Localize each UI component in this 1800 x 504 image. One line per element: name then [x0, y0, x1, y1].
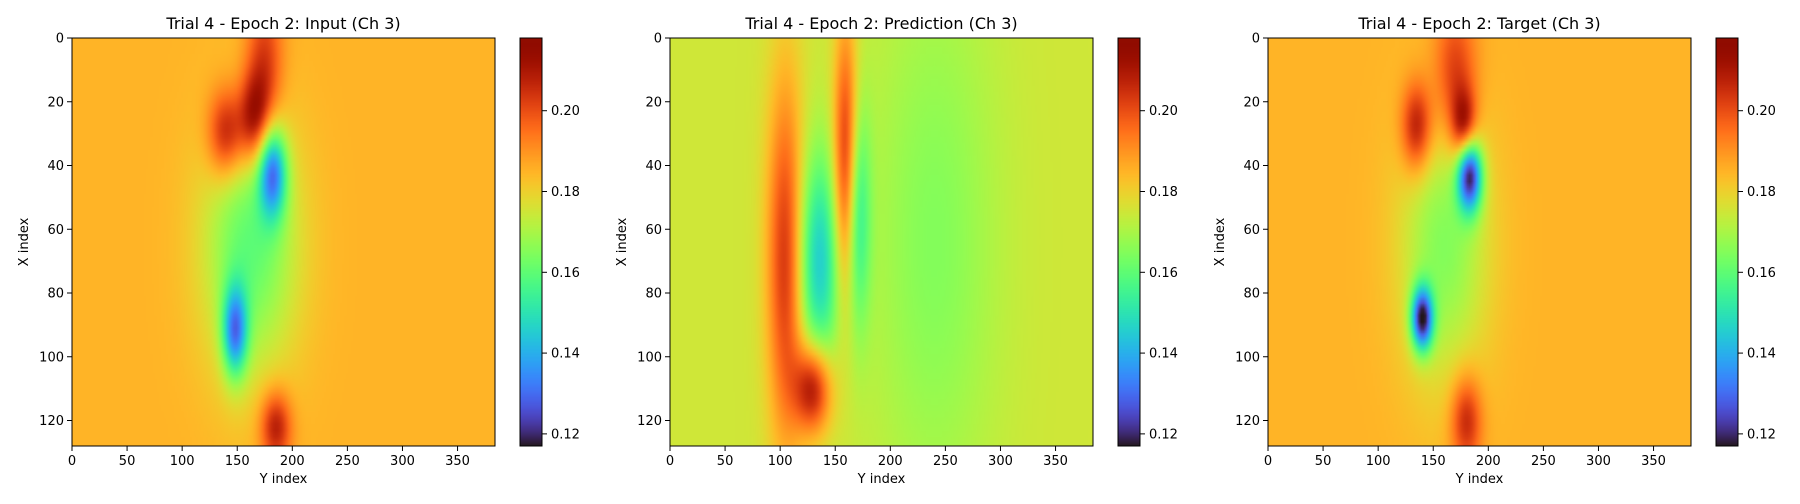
chart-panel-3: Trial 4 - Epoch 2: Target (Ch 3) 0 50 100 15… — [1213, 14, 1776, 487]
y-tick-label: 0 — [654, 32, 662, 47]
y-tick-label: 80 — [47, 287, 64, 302]
y-tick-label: 60 — [47, 223, 64, 238]
y-tick-label: 20 — [1243, 95, 1260, 110]
colorbar-gradient — [1118, 38, 1140, 446]
x-tick-label: 100 — [170, 454, 195, 469]
colorbar-tick-label: 0.16 — [1747, 266, 1776, 281]
colorbar-frame — [1117, 37, 1141, 447]
x-tick-label: 50 — [119, 454, 136, 469]
x-tick-label: 250 — [933, 454, 958, 469]
colorbar-tick-label: 0.12 — [1747, 427, 1776, 442]
y-tick-label: 60 — [645, 223, 662, 238]
colorbar-gradient — [520, 38, 542, 446]
x-tick-label: 300 — [1586, 454, 1611, 469]
x-tick-label: 150 — [225, 454, 250, 469]
y-tick-label: 20 — [645, 95, 662, 110]
colorbar-tick-label: 0.18 — [1149, 185, 1178, 200]
y-tick-label: 120 — [637, 414, 662, 429]
colorbar-tick-label: 0.16 — [1149, 266, 1178, 281]
x-tick-label: 100 — [1366, 454, 1391, 469]
colorbar-tick-label: 0.14 — [1149, 347, 1178, 362]
x-tick-label: 0 — [68, 454, 76, 469]
colorbar-gradient — [1716, 38, 1738, 446]
colorbar-tick-label: 0.14 — [1747, 347, 1776, 362]
chart-panel-2: Trial 4 - Epoch 2: Prediction (Ch 3) 0 50 1… — [615, 14, 1178, 487]
y-tick-label: 120 — [1235, 414, 1260, 429]
colorbar-frame — [1715, 37, 1739, 447]
x-axis-label: Y index — [259, 472, 308, 487]
colorbar-tick-label: 0.20 — [1149, 104, 1178, 119]
heatmap-image — [1268, 38, 1691, 446]
x-tick-label: 0 — [1264, 454, 1272, 469]
colorbar-frame — [519, 37, 543, 447]
y-tick-label: 120 — [39, 414, 64, 429]
y-axis-label: X index — [615, 217, 630, 266]
x-tick-label: 100 — [768, 454, 793, 469]
x-axis-label: Y index — [857, 472, 906, 487]
x-tick-label: 200 — [280, 454, 305, 469]
colorbar-tick-label: 0.16 — [551, 266, 580, 281]
x-tick-label: 350 — [445, 454, 470, 469]
y-tick-label: 100 — [39, 350, 64, 365]
axes-frame — [1267, 37, 1692, 447]
axes-frame — [71, 37, 496, 447]
y-tick-label: 40 — [1243, 159, 1260, 174]
y-tick-label: 0 — [1252, 32, 1260, 47]
y-tick-label: 80 — [645, 287, 662, 302]
colorbar-tick-label: 0.20 — [1747, 104, 1776, 119]
x-tick-label: 200 — [878, 454, 903, 469]
heatmap-image — [670, 38, 1093, 446]
chart-title: Trial 4 - Epoch 2: Target (Ch 3) — [1357, 14, 1600, 33]
y-tick-label: 100 — [637, 350, 662, 365]
colorbar-tick-label: 0.20 — [551, 104, 580, 119]
x-tick-label: 150 — [1421, 454, 1446, 469]
chart-title: Trial 4 - Epoch 2: Input (Ch 3) — [165, 14, 400, 33]
y-axis-label: X index — [17, 217, 32, 266]
chart-panel-1: Trial 4 - Epoch 2: Input (Ch 3) 0 50 100 150… — [17, 14, 580, 487]
x-tick-label: 150 — [823, 454, 848, 469]
y-tick-label: 0 — [56, 32, 64, 47]
y-tick-label: 60 — [1243, 223, 1260, 238]
colorbar-tick-label: 0.12 — [551, 427, 580, 442]
axes-frame — [669, 37, 1094, 447]
colorbar-tick-label: 0.12 — [1149, 427, 1178, 442]
y-tick-label: 100 — [1235, 350, 1260, 365]
x-tick-label: 250 — [1531, 454, 1556, 469]
y-tick-label: 40 — [645, 159, 662, 174]
x-tick-label: 350 — [1043, 454, 1068, 469]
x-tick-label: 350 — [1641, 454, 1666, 469]
x-tick-label: 300 — [988, 454, 1013, 469]
y-tick-label: 20 — [47, 95, 64, 110]
colorbar-tick-label: 0.14 — [551, 347, 580, 362]
colorbar-tick-label: 0.18 — [551, 185, 580, 200]
x-tick-label: 50 — [1315, 454, 1332, 469]
y-tick-label: 80 — [1243, 287, 1260, 302]
colorbar-tick-label: 0.18 — [1747, 185, 1776, 200]
y-tick-label: 40 — [47, 159, 64, 174]
x-tick-label: 250 — [335, 454, 360, 469]
heatmap-image — [72, 38, 495, 446]
y-axis-label: X index — [1213, 217, 1228, 266]
x-tick-label: 50 — [717, 454, 734, 469]
x-tick-label: 0 — [666, 454, 674, 469]
x-tick-label: 300 — [390, 454, 415, 469]
chart-title: Trial 4 - Epoch 2: Prediction (Ch 3) — [744, 14, 1017, 33]
x-axis-label: Y index — [1455, 472, 1504, 487]
x-tick-label: 200 — [1476, 454, 1501, 469]
